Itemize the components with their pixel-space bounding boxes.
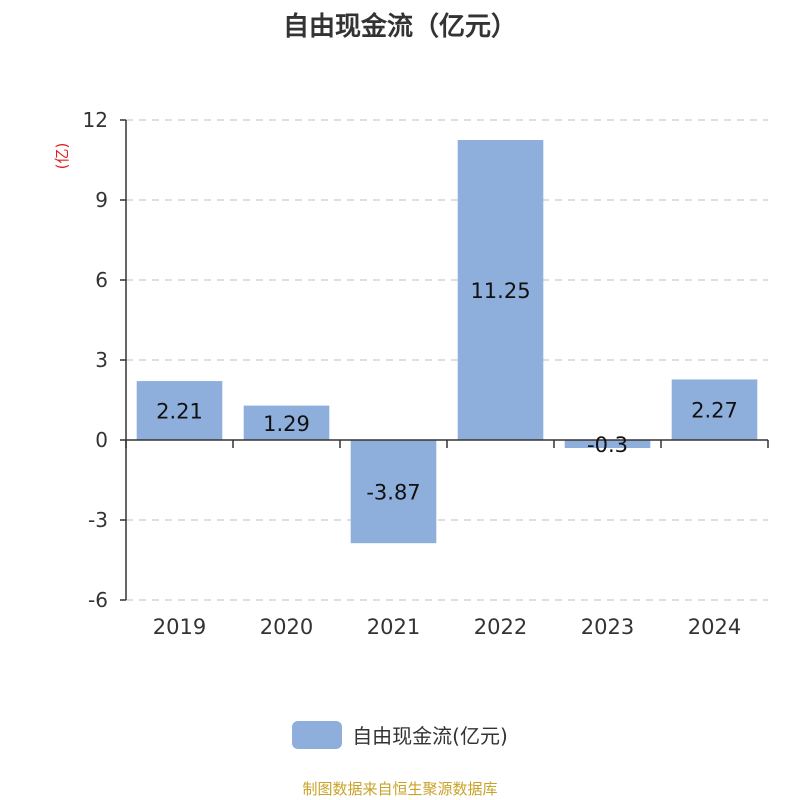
- data-label: -3.87: [366, 481, 420, 505]
- bar-2023: [564, 440, 651, 448]
- y-tick-label: 3: [95, 348, 108, 372]
- data-label: 1.29: [263, 412, 310, 436]
- chart-title: 自由现金流（亿元）: [282, 12, 517, 42]
- y-tick-label: 6: [95, 268, 108, 292]
- x-tick-label: 2022: [474, 615, 527, 639]
- x-tick-label: 2020: [260, 615, 313, 639]
- x-tick-label: 2019: [153, 615, 206, 639]
- legend-swatch: [292, 720, 343, 749]
- y-tick-label: -3: [88, 508, 108, 532]
- x-tick-label: 2023: [581, 615, 634, 639]
- bar-2019: [136, 381, 223, 440]
- y-tick-label: 0: [95, 428, 108, 452]
- y-tick-label: -6: [88, 588, 108, 612]
- legend: 自由现金流(亿元): [0, 720, 800, 749]
- bar-2022: [457, 140, 544, 440]
- y-axis-label: (亿): [53, 143, 71, 170]
- y-tick-label: 12: [83, 108, 108, 132]
- data-labels: 2.21 1.29 -3.87 11.25 -0.3 2.27: [156, 279, 738, 505]
- bar-2020: [243, 405, 330, 440]
- bar-2021: [350, 440, 437, 544]
- source-note: 制图数据来自恒生聚源数据库: [302, 780, 498, 798]
- bar-2024: [671, 379, 758, 440]
- y-tick-label: 9: [95, 188, 108, 212]
- axes: 12 9 6 3 0 -3 -6 2019 2020 2021 2022 2023 2024: [83, 108, 769, 639]
- bars: [136, 140, 758, 544]
- grid-lines: [126, 119, 768, 601]
- data-label: -0.3: [587, 433, 628, 457]
- x-tick-label: 2024: [688, 615, 741, 639]
- data-label: 2.27: [691, 399, 738, 423]
- x-tick-label: 2021: [367, 615, 420, 639]
- data-label: 2.21: [156, 400, 203, 424]
- legend-label: 自由现金流(亿元): [352, 724, 508, 748]
- data-label: 11.25: [470, 279, 530, 303]
